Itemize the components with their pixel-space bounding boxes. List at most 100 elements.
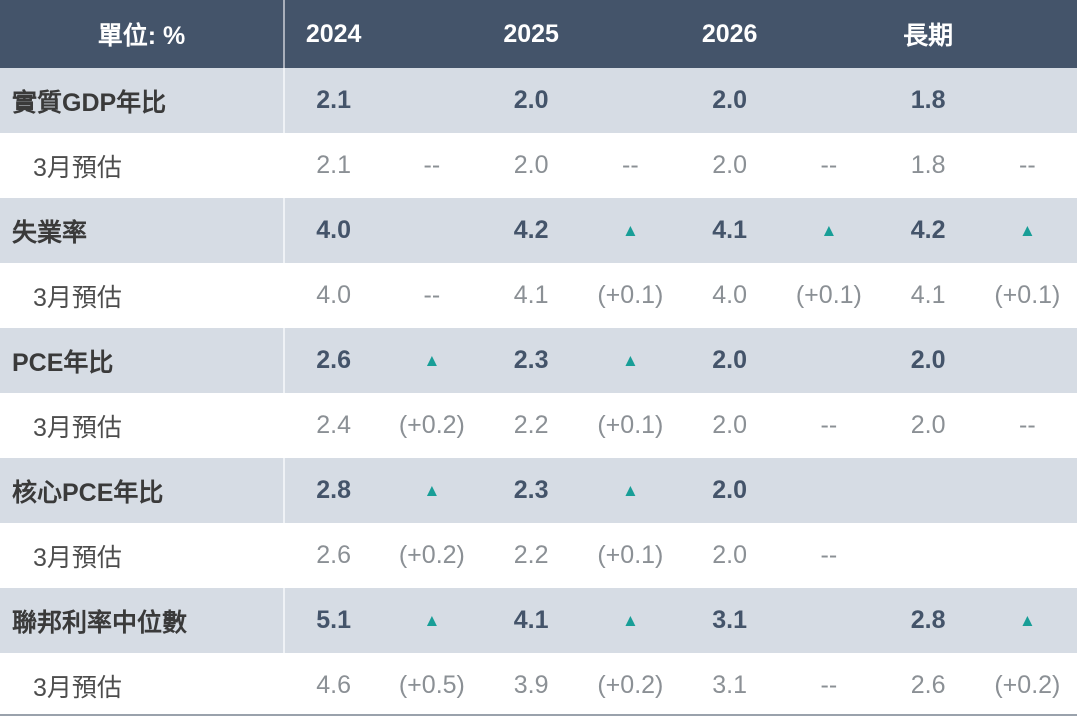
up-triangle-icon: ▲ (1018, 610, 1036, 630)
change-cell: -- (423, 151, 441, 179)
header-spacer (581, 0, 680, 68)
march-estimate-row: 3月預估 4.6 (+0.5) 3.9 (+0.2) 3.1 -- 2.6 (+0.2) (0, 653, 1077, 718)
value-cell: 4.2 (513, 216, 549, 244)
value-cell: 4.1 (712, 216, 747, 244)
change-cell: (+0.1) (994, 281, 1061, 309)
march-estimate-row: 3月預估 4.0 -- 4.1 (+0.1) 4.0 (+0.1) 4.1 (+0.1) (0, 263, 1077, 328)
value-cell: 4.0 (283, 198, 382, 263)
value-cell: 2.0 (910, 346, 946, 374)
march-estimate-row: 3月預估 2.6 (+0.2) 2.2 (+0.1) 2.0 -- (0, 523, 1077, 588)
indicator-label: 聯邦利率中位數 (12, 608, 188, 637)
value-cell: 3.1 (712, 671, 747, 699)
table-bottom-border (0, 714, 1077, 716)
change-cell: (+0.2) (994, 671, 1061, 699)
value-cell: 2.0 (712, 346, 747, 374)
march-estimate-row: 3月預估 2.4 (+0.2) 2.2 (+0.1) 2.0 -- 2.0 -- (0, 393, 1077, 458)
change-cell: -- (622, 151, 639, 179)
value-cell: 2.6 (283, 328, 382, 393)
change-cell (382, 198, 481, 263)
march-estimate-label: 3月預估 (33, 673, 122, 702)
header-spacer (779, 0, 878, 68)
change-cell: (+0.1) (597, 411, 664, 439)
value-cell: 1.8 (910, 151, 946, 179)
change-cell (581, 68, 680, 133)
value-cell: 2.0 (712, 86, 747, 114)
value-cell: 4.1 (513, 281, 549, 309)
march-estimate-label: 3月預估 (33, 413, 122, 442)
change-cell: -- (820, 411, 838, 439)
indicator-label: 失業率 (12, 218, 88, 247)
march-estimate-row: 3月預估 2.1 -- 2.0 -- 2.0 -- 1.8 -- (0, 133, 1077, 198)
up-triangle-icon: ▲ (1018, 220, 1036, 240)
value-cell: 2.3 (513, 346, 549, 374)
value-cell: 3.1 (712, 606, 747, 634)
change-cell: -- (820, 541, 838, 569)
value-cell: 4.2 (910, 216, 946, 244)
march-estimate-label: 3月預估 (33, 543, 122, 572)
indicator-row: 聯邦利率中位數 5.1 ▲ 4.1 ▲ 3.1 2.8 ▲ (0, 588, 1077, 653)
year-header-2024: 2024 (283, 0, 382, 68)
indicator-row: PCE年比 2.6 ▲ 2.3 ▲ 2.0 2.0 (0, 328, 1077, 393)
value-cell: 4.1 (910, 281, 946, 309)
up-triangle-icon: ▲ (423, 610, 441, 630)
up-triangle-icon: ▲ (621, 350, 639, 370)
change-cell (978, 68, 1077, 133)
change-cell (978, 523, 1077, 588)
value-cell: 4.0 (316, 281, 351, 309)
value-cell: 4.1 (513, 606, 549, 634)
value-cell: 2.0 (513, 151, 549, 179)
value-cell: 2.1 (283, 68, 382, 133)
table-body: 實質GDP年比 2.1 2.0 2.0 1.8 3月預估 2.1 -- 2.0 -- 2.0 -… (0, 68, 1077, 718)
value-cell: 4.0 (712, 281, 747, 309)
value-cell: 2.2 (513, 411, 549, 439)
change-cell: (+0.2) (398, 411, 465, 439)
indicator-row: 失業率 4.0 4.2 ▲ 4.1 ▲ 4.2 ▲ (0, 198, 1077, 263)
value-cell: 2.0 (712, 411, 747, 439)
indicator-label: PCE年比 (12, 348, 114, 377)
change-cell (382, 68, 481, 133)
change-cell: (+0.2) (597, 671, 664, 699)
value-cell: 2.0 (712, 541, 747, 569)
indicator-label: 實質GDP年比 (12, 88, 167, 117)
table-header: 單位: % 2024 2025 2026 長期 (0, 0, 1077, 68)
value-cell: 2.6 (316, 541, 351, 569)
change-cell (779, 588, 878, 653)
value-cell: 2.3 (513, 476, 549, 504)
value-cell: 2.8 (910, 606, 946, 634)
up-triangle-icon: ▲ (423, 350, 441, 370)
change-cell: -- (1019, 151, 1036, 179)
change-cell: (+0.1) (597, 281, 664, 309)
year-header-2026: 2026 (701, 19, 758, 48)
change-cell: (+0.5) (398, 671, 465, 699)
change-cell: -- (1019, 411, 1036, 439)
value-cell: 2.0 (910, 411, 946, 439)
change-cell: -- (820, 151, 838, 179)
value-cell (879, 523, 978, 588)
change-cell (779, 328, 878, 393)
indicator-row: 實質GDP年比 2.1 2.0 2.0 1.8 (0, 68, 1077, 133)
change-cell: (+0.2) (398, 541, 465, 569)
change-cell: -- (820, 671, 838, 699)
header-spacer (978, 0, 1077, 68)
value-cell (879, 458, 978, 523)
year-header-2025: 2025 (503, 19, 559, 48)
value-cell: 2.4 (316, 411, 351, 439)
value-cell: 2.1 (316, 151, 351, 179)
up-triangle-icon: ▲ (423, 480, 441, 500)
up-triangle-icon: ▲ (820, 220, 838, 240)
value-cell: 4.6 (316, 671, 351, 699)
value-cell: 1.8 (910, 86, 946, 114)
value-cell: 2.6 (910, 671, 946, 699)
value-cell: 2.0 (712, 476, 747, 504)
value-cell: 5.1 (283, 588, 382, 653)
value-cell: 2.8 (283, 458, 382, 523)
value-cell: 2.0 (513, 86, 549, 114)
up-triangle-icon: ▲ (621, 480, 639, 500)
unit-label: 單位: % (97, 22, 186, 50)
indicator-row: 核心PCE年比 2.8 ▲ 2.3 ▲ 2.0 (0, 458, 1077, 523)
change-cell (779, 68, 878, 133)
change-cell (978, 458, 1077, 523)
value-cell: 2.0 (712, 151, 747, 179)
change-cell (978, 328, 1077, 393)
